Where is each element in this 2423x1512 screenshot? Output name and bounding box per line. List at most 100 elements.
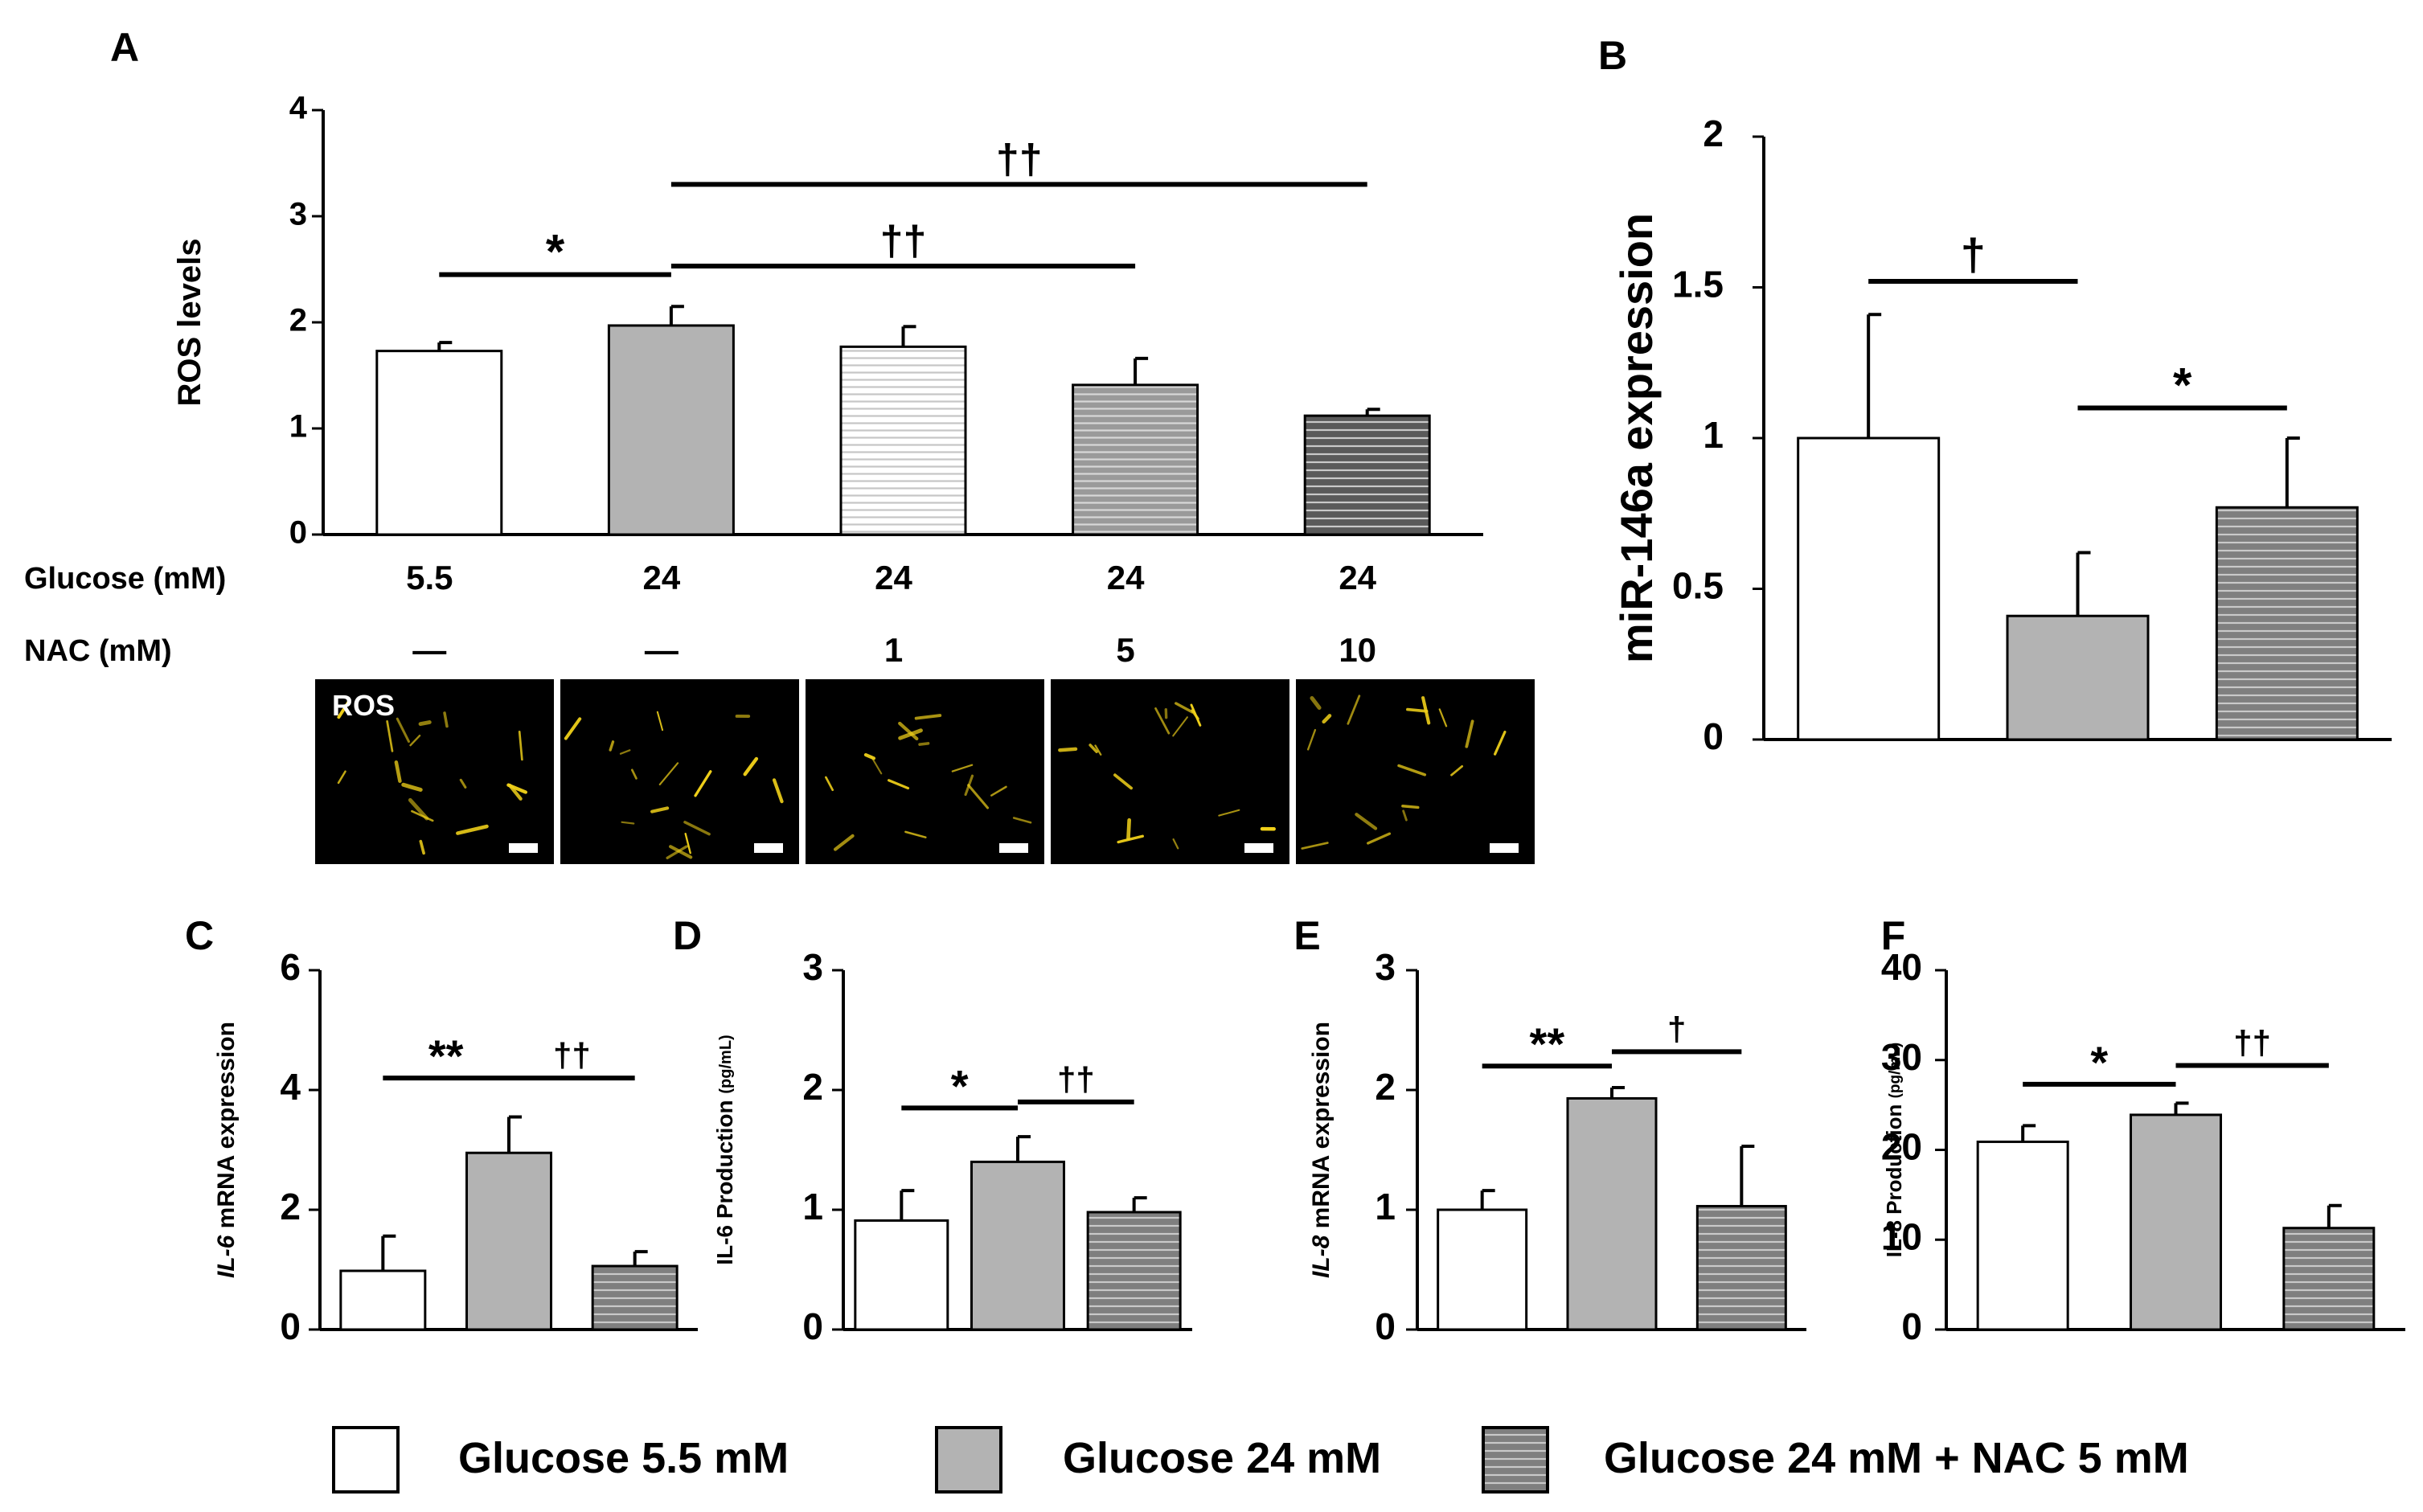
fluorescent-cell <box>967 784 990 809</box>
micrograph-label: ROS <box>332 689 395 722</box>
panel-label-C: C <box>185 913 214 958</box>
y-tick-label: 0 <box>802 1305 823 1347</box>
significance-star: ** <box>1530 1018 1565 1069</box>
y-tick-label: 6 <box>280 946 301 988</box>
bar-F-2 <box>2282 1227 2376 1331</box>
legend-label: Glucose 24 mM <box>1063 1434 1381 1482</box>
row-value: 24 <box>643 559 681 596</box>
scale-bar <box>1490 843 1519 853</box>
y-tick-label: 0.5 <box>1672 565 1724 607</box>
bar-F-0 <box>1976 1140 2069 1331</box>
fluorescent-cell <box>409 734 421 747</box>
y-tick-label: 4 <box>280 1066 301 1108</box>
fluorescent-cell <box>772 778 784 804</box>
significance-star: * <box>546 225 565 279</box>
fluorescent-cell <box>337 770 346 785</box>
fluorescent-cell <box>1154 707 1171 735</box>
y-axis-label-text: ROS levels <box>172 238 207 406</box>
fluorescent-cell <box>1450 764 1464 776</box>
y-tick-label: 1.5 <box>1672 264 1724 305</box>
y-axis-label-unit: (pg/mL) <box>1887 1043 1904 1099</box>
fluorescent-cell <box>1218 809 1240 817</box>
fluorescent-cell <box>1322 714 1332 724</box>
fluorescent-cell <box>443 711 449 728</box>
y-axis-label: IL-8 mRNA expression <box>1308 1022 1334 1278</box>
significance-dagger: †† <box>996 136 1043 182</box>
significance-dagger: †† <box>1057 1060 1095 1098</box>
bar-A-4 <box>1303 414 1431 536</box>
fluorescent-cell <box>825 776 834 792</box>
significance-star: * <box>2090 1037 2108 1088</box>
legend-label: Glucose 24 mM + NAC 5 mM <box>1604 1434 2189 1482</box>
significance-star: * <box>951 1060 969 1111</box>
fluorescent-cell <box>1089 744 1098 753</box>
legend-swatch <box>1482 1426 1549 1494</box>
bar-B-0 <box>1797 436 1941 741</box>
fluorescent-cell <box>1355 813 1378 830</box>
panel-B: B 0 0.5 1 1.5 2 miR-146a expression † * <box>1598 33 2392 757</box>
y-axis-label-gene: IL-6 <box>213 1235 240 1278</box>
micrograph-5 <box>1296 679 1535 864</box>
legend-swatch <box>935 1426 1002 1494</box>
micrograph-2 <box>560 679 799 864</box>
panel-label-E: E <box>1293 913 1320 958</box>
fluorescent-cell <box>619 749 631 755</box>
y-axis-label: IL-6 Production (pg/mL) <box>712 1035 737 1264</box>
bar-E-2 <box>1695 1205 1787 1331</box>
legend-item-2: Glucose 24 mM <box>935 1426 1381 1494</box>
panel-E: E 0 1 2 3 IL-8 mRNA expression ** † <box>1293 913 1806 1347</box>
significance-dagger: †† <box>553 1036 591 1074</box>
fluorescent-cell <box>887 779 910 790</box>
panel-label-A: A <box>110 25 139 70</box>
y-tick-label: 0 <box>1375 1305 1396 1347</box>
row-value: 10 <box>1339 631 1376 669</box>
row-value: 5 <box>1116 631 1134 669</box>
y-tick-label: 2 <box>280 1186 301 1227</box>
y-tick-label: 0 <box>1901 1305 1922 1347</box>
legend-item-1: Glucose 5.5 mM <box>332 1426 789 1494</box>
panel-C: C 0 2 4 6 IL-6 mRNA expression ** †† <box>185 913 698 1347</box>
fluorescent-cell <box>337 701 350 719</box>
fluorescent-cell <box>630 768 638 780</box>
fluorescent-cell <box>990 785 1007 797</box>
y-tick-label: 0 <box>280 1305 301 1347</box>
fluorescent-cell <box>914 714 942 720</box>
y-tick-label: 2 <box>1703 113 1724 154</box>
bar-E-0 <box>1437 1208 1528 1331</box>
scale-bar <box>754 843 783 853</box>
fluorescent-cell <box>1465 719 1474 748</box>
fluorescent-cell <box>666 845 688 859</box>
panel-label-F: F <box>1881 913 1906 958</box>
bar-A-1 <box>607 324 735 536</box>
y-tick-label: 1 <box>1375 1186 1396 1227</box>
bar-A-3 <box>1072 383 1199 536</box>
row-label: NAC (mM) <box>24 634 172 668</box>
fluorescent-cell <box>1397 764 1427 776</box>
row-value: 5.5 <box>406 559 453 596</box>
y-tick-label: 20 <box>1881 1126 1922 1168</box>
fluorescent-cell <box>609 740 615 752</box>
y-axis-label-text: miR-146a expression <box>1611 213 1662 663</box>
y-axis-label: IL-8 Production (pg/mL) <box>1882 1043 1906 1258</box>
legend-item-3: Glucose 24 mM + NAC 5 mM <box>1482 1426 2189 1494</box>
fluorescent-cell <box>459 778 467 789</box>
significance-star: * <box>2173 359 2192 412</box>
scale-bar <box>999 843 1028 853</box>
bar-D-1 <box>970 1160 1065 1331</box>
significance-dagger: †† <box>880 218 927 264</box>
fluorescent-cell <box>401 782 423 792</box>
y-tick-label: 2 <box>802 1066 823 1108</box>
micrograph-background <box>560 679 799 864</box>
fluorescent-cell <box>456 824 489 835</box>
y-tick-label: 3 <box>289 197 307 232</box>
fluorescent-cell <box>396 717 410 743</box>
fluorescent-cell <box>1301 842 1329 850</box>
panel-A: A 0 1 2 3 4 ROS levels * †† †† Glucose (mM) 5.5 24 24… <box>24 25 1483 669</box>
fluorescent-cell <box>1117 834 1145 844</box>
fluorescent-cell <box>863 753 876 760</box>
row-value: — <box>412 631 446 669</box>
fluorescent-cell <box>1438 708 1448 727</box>
y-axis-label: ROS levels <box>172 238 207 406</box>
y-axis-label: miR-146a expression <box>1611 213 1662 663</box>
